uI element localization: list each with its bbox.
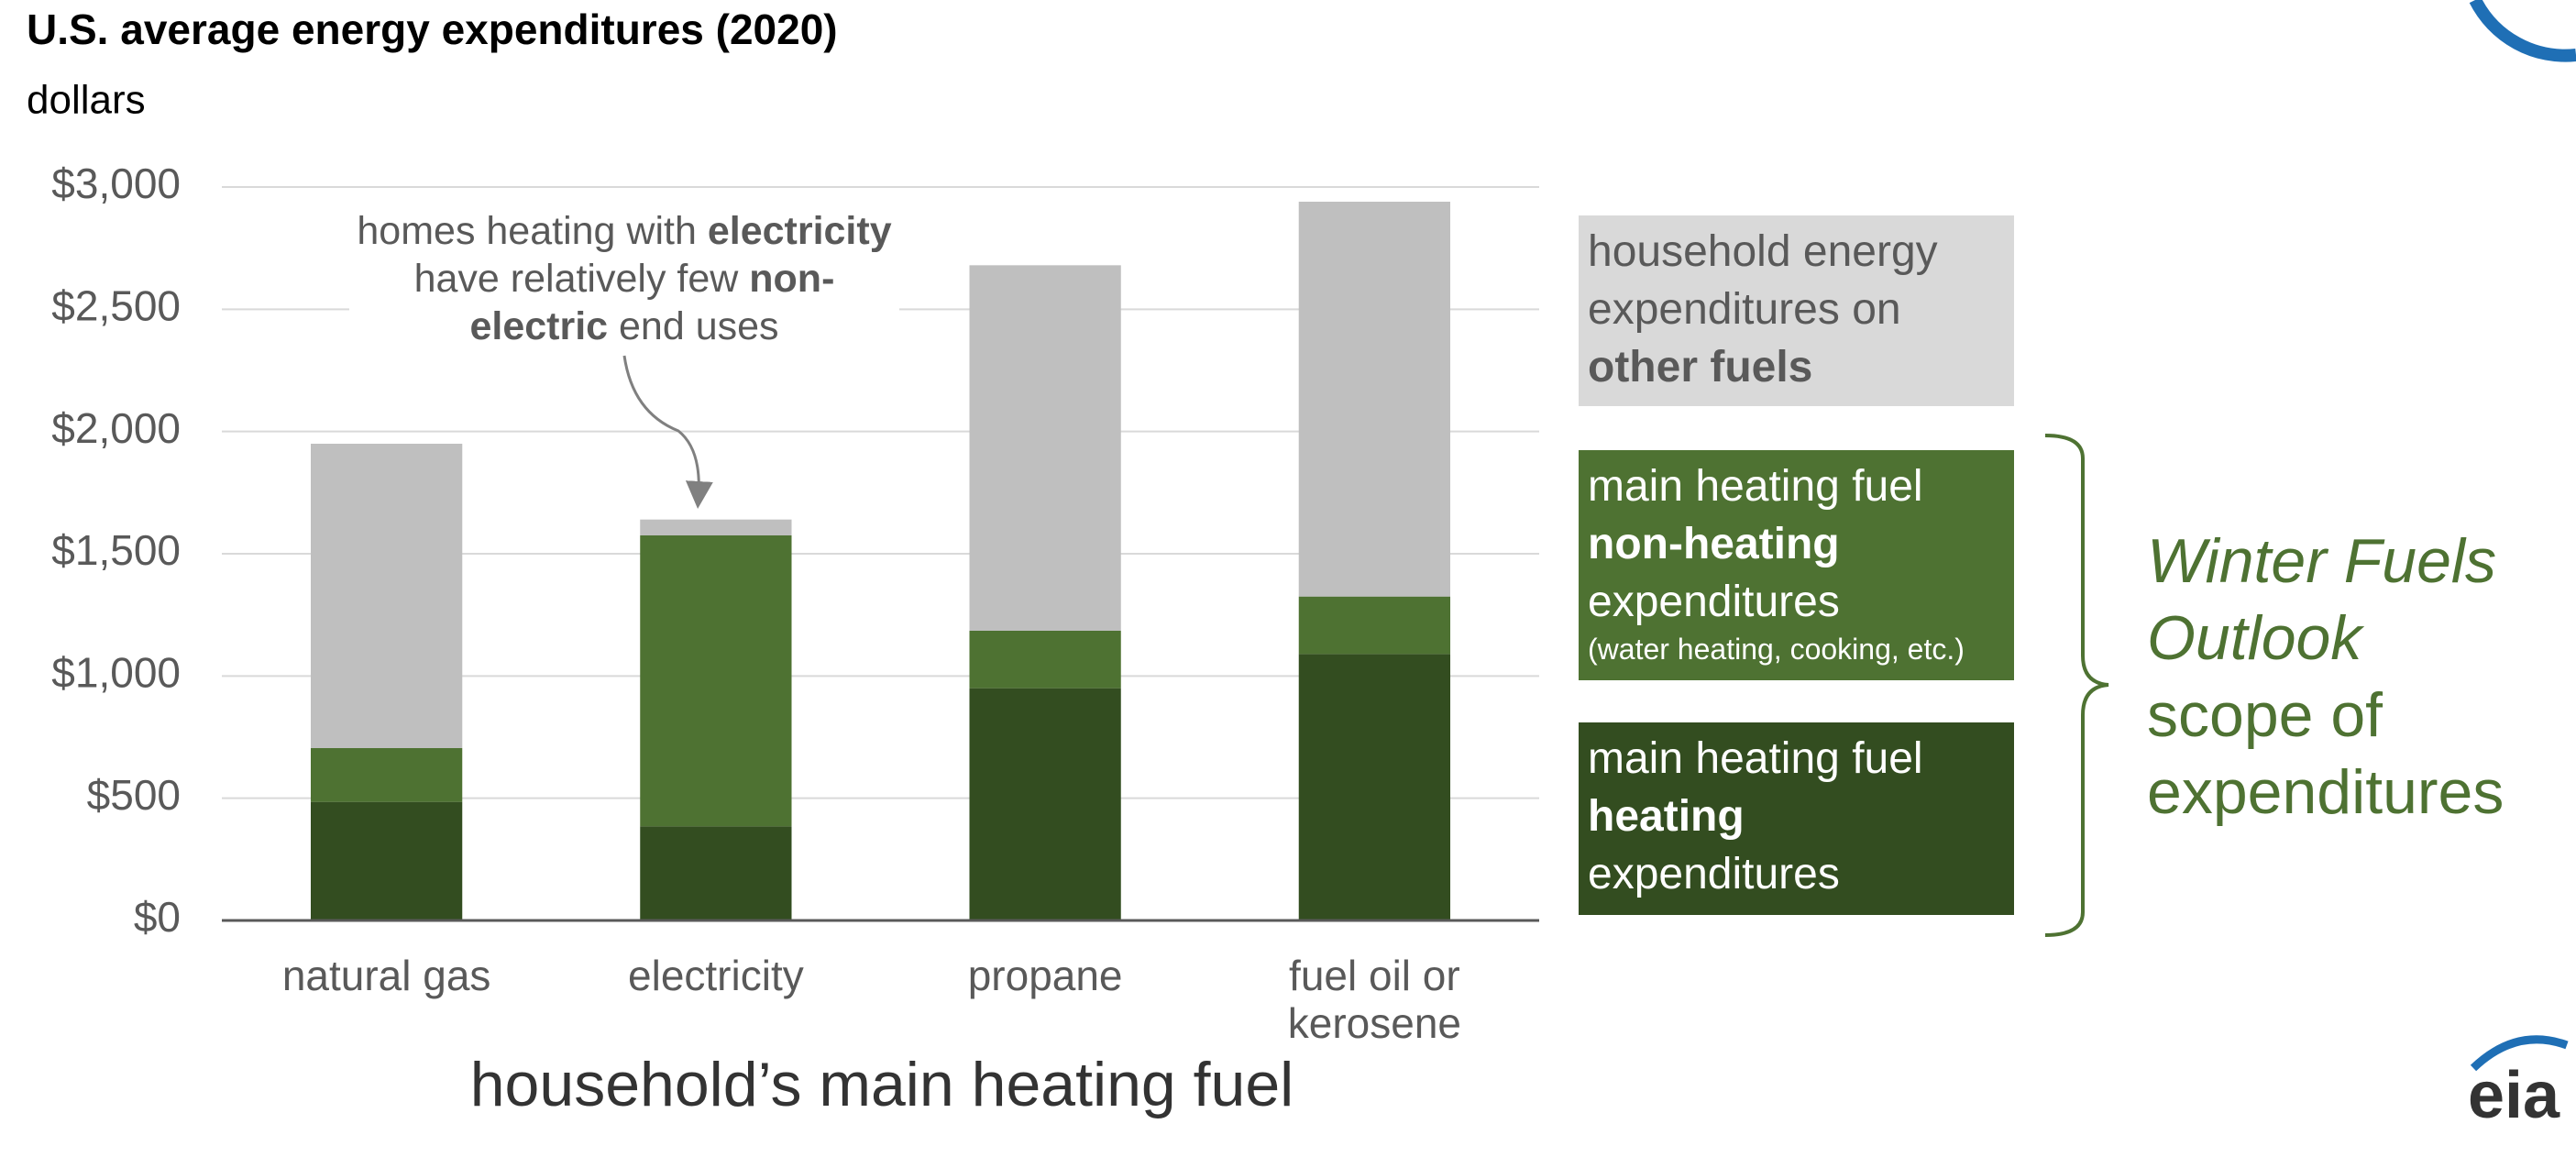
text-run: other fuels — [1588, 343, 1813, 391]
annotation-arrow — [622, 355, 713, 509]
bar-segment — [640, 826, 792, 920]
text-run: expenditures — [1588, 850, 1840, 898]
y-tick-label: $2,000 — [51, 404, 181, 452]
bar-segment — [310, 801, 463, 920]
bar-segment — [310, 444, 463, 748]
text-run: scope of expenditures — [2147, 680, 2504, 827]
text-run: heating — [1588, 792, 1745, 841]
bar-segment — [640, 535, 792, 827]
text-run: electricity — [707, 209, 892, 253]
y-tick-label: $0 — [134, 893, 181, 941]
bar-segment — [969, 631, 1121, 689]
legend-item: household energy expenditures on other f… — [1579, 215, 2014, 406]
text-run: Winter Fuels Outlook — [2147, 526, 2497, 673]
x-tick-label: propane — [967, 952, 1123, 999]
y-tick-label: $2,500 — [51, 281, 181, 329]
y-tick-label: $500 — [87, 771, 181, 819]
x-tick-label: fuel oil or kerosene — [1287, 952, 1461, 1047]
brace — [2044, 434, 2109, 937]
text-run: have relatively few — [413, 257, 750, 301]
text-run: non-electric — [469, 257, 835, 348]
text-run: main heating fuel — [1588, 734, 1923, 783]
chart-title: U.S. average energy expenditures (2020) — [27, 6, 838, 53]
x-tick-label: natural gas — [281, 952, 491, 999]
bar-segment — [310, 748, 463, 802]
text-run: (water heating, cooking, etc.) — [1588, 633, 1965, 666]
text-run: end uses — [608, 304, 779, 348]
text-run: non-heating — [1588, 520, 1840, 568]
bar-segment — [640, 519, 792, 535]
corner-mark — [2469, 0, 2576, 62]
y-tick-label: $1,500 — [51, 526, 181, 574]
y-tick-label: $3,000 — [51, 160, 181, 207]
annotation: homes heating with electricity have rela… — [349, 207, 899, 350]
text-run: expenditures — [1588, 578, 1840, 626]
x-tick-label: electricity — [628, 952, 804, 999]
bar-segment — [1298, 654, 1451, 920]
legend-item: main heating fuel non-heating expenditur… — [1579, 450, 2014, 680]
y-tick-label: $1,000 — [51, 648, 181, 696]
legend-item: main heating fuel heating expenditures — [1579, 722, 2014, 915]
text-run: main heating fuel — [1588, 462, 1923, 511]
side-label: Winter Fuels Outlook scope of expenditure… — [2147, 523, 2569, 831]
bar-segment — [1298, 596, 1451, 655]
y-axis-label: dollars — [27, 78, 146, 123]
bar-segment — [969, 688, 1121, 920]
text-run: household energy expenditures on — [1588, 227, 1938, 334]
text-run: homes heating with — [357, 209, 708, 253]
bar-segment — [1298, 202, 1451, 597]
logo: eia — [2468, 1059, 2560, 1132]
bar-segment — [969, 265, 1121, 631]
logo-arc — [2470, 1035, 2569, 1072]
x-axis-label: household’s main heating fuel — [470, 1050, 1294, 1119]
